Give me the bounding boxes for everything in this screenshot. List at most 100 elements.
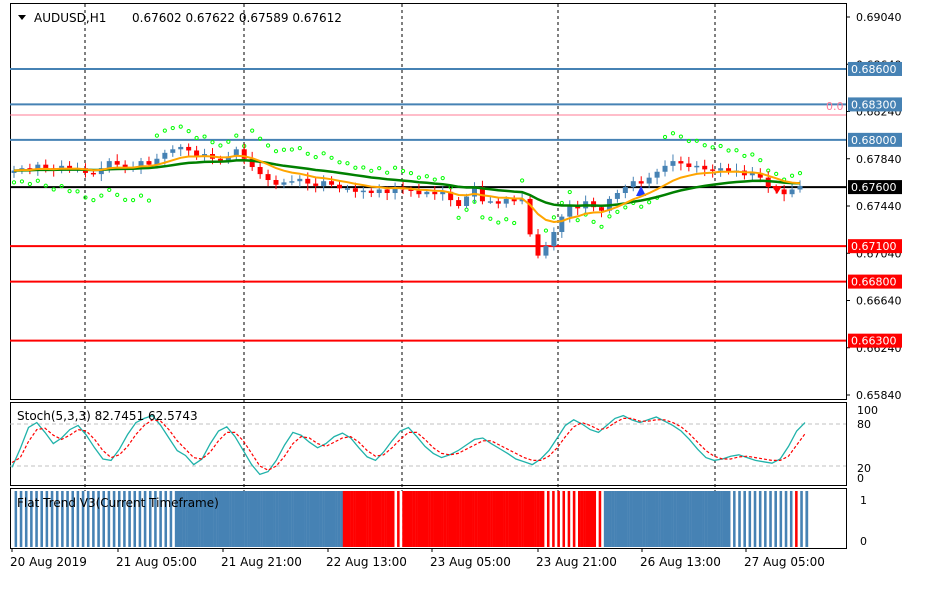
flat-trend-bar [43, 491, 46, 547]
flat-trend-bar [50, 491, 54, 547]
sar-dot [551, 215, 556, 220]
flat-trend-bar [32, 491, 36, 547]
flat-trend-bar [554, 491, 558, 547]
candle-body [440, 191, 446, 195]
flat-trend-bar [766, 491, 770, 547]
flat-trend-bar [378, 491, 382, 547]
flat-trend-bar [368, 491, 372, 547]
flat-trend-bar [76, 491, 80, 547]
flat-trend-bar [172, 491, 176, 547]
sar-dot [440, 176, 445, 181]
sar-dot [639, 204, 644, 209]
flat-trend-bar [634, 491, 638, 547]
candle-body [281, 182, 287, 185]
flat-trend-bar [306, 491, 310, 547]
candle-body [43, 164, 49, 169]
current-level-price-label: 0.67600 [851, 181, 897, 194]
flat-trend-bar [683, 491, 687, 547]
candle-body [686, 163, 692, 168]
flat-trend-bar [513, 491, 517, 547]
price-axis: 0.690400.686400.682400.678400.674400.670… [846, 11, 902, 402]
sar-dot [67, 189, 72, 194]
sar-dot [678, 134, 684, 139]
flat-trend-bar [632, 491, 636, 547]
sar-dot [686, 138, 691, 144]
flat-trend-bar [335, 491, 338, 547]
sar-dot [91, 197, 96, 203]
flat-trend-bar [627, 491, 630, 547]
candle-body [376, 189, 382, 194]
sar-dot [345, 161, 350, 166]
flat-trend-bar [453, 491, 457, 547]
sar-dot [186, 129, 191, 134]
flat-trend-bar [484, 491, 488, 547]
flat-trend-bar [394, 491, 398, 547]
sar-dot [694, 138, 699, 143]
flat-trend-bar [567, 491, 571, 547]
sar-dot [353, 165, 358, 170]
sar-dot [647, 200, 652, 205]
flat-trend-bar [192, 491, 196, 547]
resistance-level-price-label: 0.68600 [851, 63, 897, 76]
flat-trend-bar [381, 491, 385, 547]
candle-body [432, 191, 438, 195]
flat-trend-bar [288, 491, 292, 547]
flat-trend-bar [407, 491, 411, 547]
candle-body [670, 161, 676, 166]
sar-dot [138, 193, 144, 198]
sar-dot [146, 198, 152, 203]
flat-trend-bar [156, 491, 160, 547]
candle-body [249, 158, 255, 168]
flat-trend-bar [614, 491, 617, 547]
candle-body [27, 168, 33, 170]
flat-trend-bar [159, 491, 163, 547]
flat-trend-bar [422, 491, 426, 547]
ma-fast-line [13, 154, 801, 224]
sar-dot [480, 215, 485, 220]
time-tick-label: 26 Aug 13:00 [640, 555, 721, 569]
moving-averages [13, 154, 801, 224]
sar-dot [289, 147, 294, 152]
flat-trend-bar [242, 491, 245, 547]
flat-trend-bar [500, 491, 504, 547]
candle-body [622, 187, 628, 194]
stoch-axis-label: 20 [857, 462, 871, 475]
flat-trend-bar [676, 491, 679, 547]
flat-trend-bar [273, 491, 276, 547]
flat-trend-bar [769, 491, 773, 547]
flat-trend-bar [515, 491, 519, 547]
sar-dot [575, 218, 580, 223]
candle-body [35, 164, 41, 170]
chevron-down-icon[interactable] [18, 15, 26, 20]
flat-trend-bar [24, 491, 28, 547]
flat-trend-bar [671, 491, 674, 547]
flat-trend-bar [753, 491, 757, 547]
flat-trend-bar [420, 491, 424, 547]
flat-trend-bar [309, 491, 312, 547]
sar-dot [170, 125, 175, 131]
flat-trend-bar [727, 491, 731, 547]
candle-body [241, 149, 247, 159]
flat-trend-bar [696, 491, 700, 547]
current-level-price-tag [848, 180, 902, 195]
flat-trend-bar [102, 491, 106, 547]
flat-trend-bar [81, 491, 85, 547]
flat-trend-bar [275, 491, 279, 547]
flat-trend-bar [640, 491, 643, 547]
sar-dot [599, 224, 604, 229]
vertical-grid [84, 4, 716, 548]
flat-trend-bar [58, 491, 62, 547]
sar-dot [178, 124, 183, 129]
flat-trend-bar [717, 491, 721, 547]
flat-trend-bar [244, 491, 248, 547]
flat-trend-bar [758, 491, 762, 547]
stoch-axis-label: 80 [857, 418, 871, 431]
flat-trend-bar [503, 491, 506, 547]
main-panel-frame [10, 3, 847, 400]
flat-trend-bar [182, 491, 186, 547]
flat-trend-bar [609, 491, 612, 547]
flat-trend-bar [531, 491, 535, 547]
candle-body [495, 201, 501, 204]
